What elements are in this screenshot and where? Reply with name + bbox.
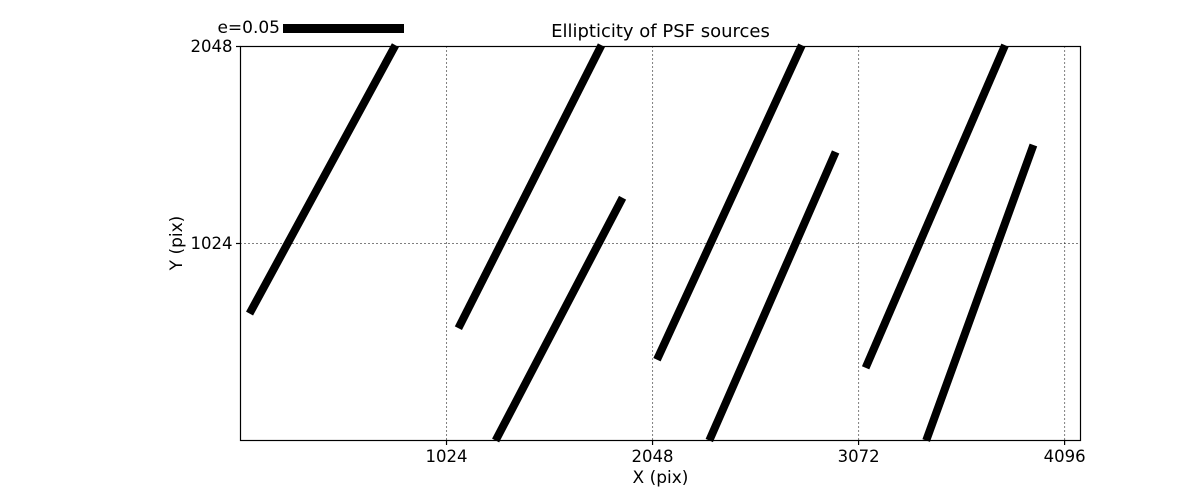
- whisker-segment: [705, 150, 840, 443]
- y-tick-label: 2048: [191, 37, 233, 56]
- x-tick-label: 1024: [426, 447, 468, 466]
- legend-whisker-bar: [283, 24, 404, 33]
- whisker-segment: [454, 43, 606, 330]
- legend-label: e=0.05: [217, 18, 280, 38]
- whisker-segment: [653, 43, 806, 362]
- whisker-segment: [246, 43, 399, 316]
- whisker-segment: [492, 195, 627, 443]
- x-tick-label: 4096: [1044, 447, 1086, 466]
- y-tick-label: 1024: [191, 234, 233, 253]
- y-axis-label: Y (pix): [167, 215, 187, 271]
- x-axis-label: X (pix): [632, 468, 689, 488]
- chart-title: Ellipticity of PSF sources: [551, 21, 770, 42]
- whisker-segment: [861, 43, 1009, 370]
- x-tick-label: 2048: [632, 447, 674, 466]
- x-tick-label: 3072: [838, 447, 880, 466]
- whisker-segment: [922, 143, 1038, 442]
